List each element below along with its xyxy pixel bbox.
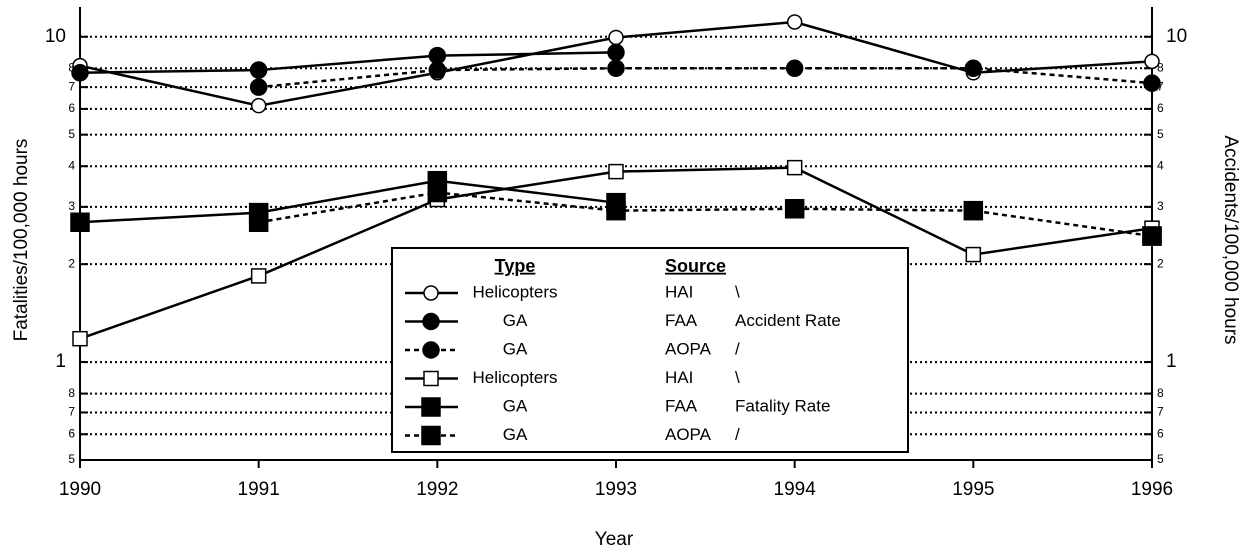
y-tick-label: 6 — [68, 426, 75, 440]
y-tick-label: 5 — [68, 452, 75, 466]
y2-tick-label: 3 — [1157, 199, 1164, 213]
x-tick-label: 1992 — [416, 479, 458, 500]
series-line — [258, 67, 1153, 89]
marker — [1142, 226, 1162, 246]
y2-tick-label: 10 — [1166, 26, 1187, 47]
legend-label: GA — [503, 425, 528, 444]
x-tick-label: 1994 — [774, 479, 817, 500]
marker — [249, 61, 268, 79]
series-line — [79, 51, 617, 75]
marker — [250, 97, 267, 114]
marker — [965, 246, 982, 263]
y-tick-label: 7 — [68, 405, 75, 419]
legend-note: Accident Rate — [735, 311, 841, 330]
y2-tick-label: 1 — [1166, 351, 1177, 372]
y2-tick-label: 2 — [1157, 256, 1164, 270]
y2-tick-label: 7 — [1157, 79, 1164, 93]
marker — [72, 330, 88, 347]
y-tick-label: 8 — [68, 60, 75, 74]
marker — [785, 59, 804, 78]
y-tick-label: 8 — [68, 386, 75, 400]
legend-note: Fatality Rate — [735, 396, 830, 415]
marker — [422, 341, 440, 359]
marker — [786, 159, 803, 176]
x-tick-label: 1990 — [59, 479, 101, 500]
legend-source: HAI — [665, 282, 693, 301]
legend-header: Type — [495, 256, 536, 276]
y2-tick-label: 6 — [1157, 101, 1164, 115]
legend-label: Helicopters — [472, 368, 557, 387]
marker — [607, 43, 625, 62]
marker — [964, 59, 983, 78]
y-tick-label: 2 — [68, 256, 75, 270]
x-tick-label: 1995 — [952, 479, 994, 500]
marker — [249, 78, 268, 96]
y-tick-label: 10 — [45, 26, 66, 47]
legend-label: GA — [503, 311, 528, 330]
legend-note: \ — [735, 368, 740, 387]
marker — [607, 59, 625, 78]
legend-note: / — [735, 339, 740, 358]
legend-source: AOPA — [665, 425, 712, 444]
y-tick-label: 7 — [68, 79, 75, 93]
marker — [423, 370, 439, 387]
legend-note: / — [735, 425, 740, 444]
legend-source: HAI — [665, 368, 693, 387]
y-tick-label: 4 — [68, 158, 75, 172]
y-tick-label: 3 — [68, 199, 75, 213]
legend-label: GA — [503, 339, 528, 358]
x-tick-label: 1996 — [1131, 479, 1173, 500]
marker — [70, 212, 90, 233]
series-line — [258, 191, 1153, 238]
marker — [423, 285, 439, 301]
y-tick-label: 1 — [55, 351, 66, 372]
y-axis-label: Fatalities/100,000 hours — [11, 139, 32, 342]
y2-tick-label: 5 — [1157, 127, 1164, 141]
marker — [608, 163, 624, 180]
marker — [428, 46, 447, 65]
marker — [421, 425, 441, 446]
x-tick-label: 1991 — [238, 479, 280, 500]
marker — [421, 397, 441, 417]
legend-header: Source — [665, 256, 726, 276]
y2-tick-label: 8 — [1157, 60, 1164, 74]
y2-tick-label: 5 — [1157, 452, 1164, 466]
marker — [422, 312, 440, 331]
y2-tick-label: 7 — [1157, 405, 1164, 419]
marker — [1143, 74, 1161, 92]
legend-note: \ — [735, 282, 740, 301]
marker — [608, 29, 624, 46]
y2-tick-label: 4 — [1157, 158, 1164, 172]
y-tick-label: 5 — [68, 127, 75, 141]
marker — [71, 64, 89, 82]
y-tick-label: 6 — [68, 101, 75, 115]
legend-source: FAA — [665, 311, 698, 330]
marker — [248, 212, 269, 233]
marker — [784, 199, 805, 219]
marker — [963, 200, 984, 221]
marker — [250, 268, 267, 284]
marker — [786, 14, 803, 30]
legend-source: FAA — [665, 396, 698, 415]
y2-tick-label: 6 — [1157, 426, 1164, 440]
legend-source: AOPA — [665, 339, 712, 358]
marker — [427, 182, 448, 203]
marker — [428, 61, 447, 79]
legend-label: GA — [503, 396, 528, 415]
x-axis-label: Year — [595, 529, 634, 550]
legend-label: Helicopters — [472, 282, 557, 301]
legend: Type Source Helicopters HAI GA FAA GA AOPA Helic… — [391, 247, 909, 453]
y2-tick-label: 8 — [1157, 386, 1164, 400]
marker — [1144, 53, 1160, 70]
x-tick-label: 1993 — [595, 479, 637, 500]
marker — [606, 200, 626, 221]
y2-axis-label: Accidents/100,000 hours — [1220, 135, 1241, 344]
legend-box — [391, 247, 909, 453]
